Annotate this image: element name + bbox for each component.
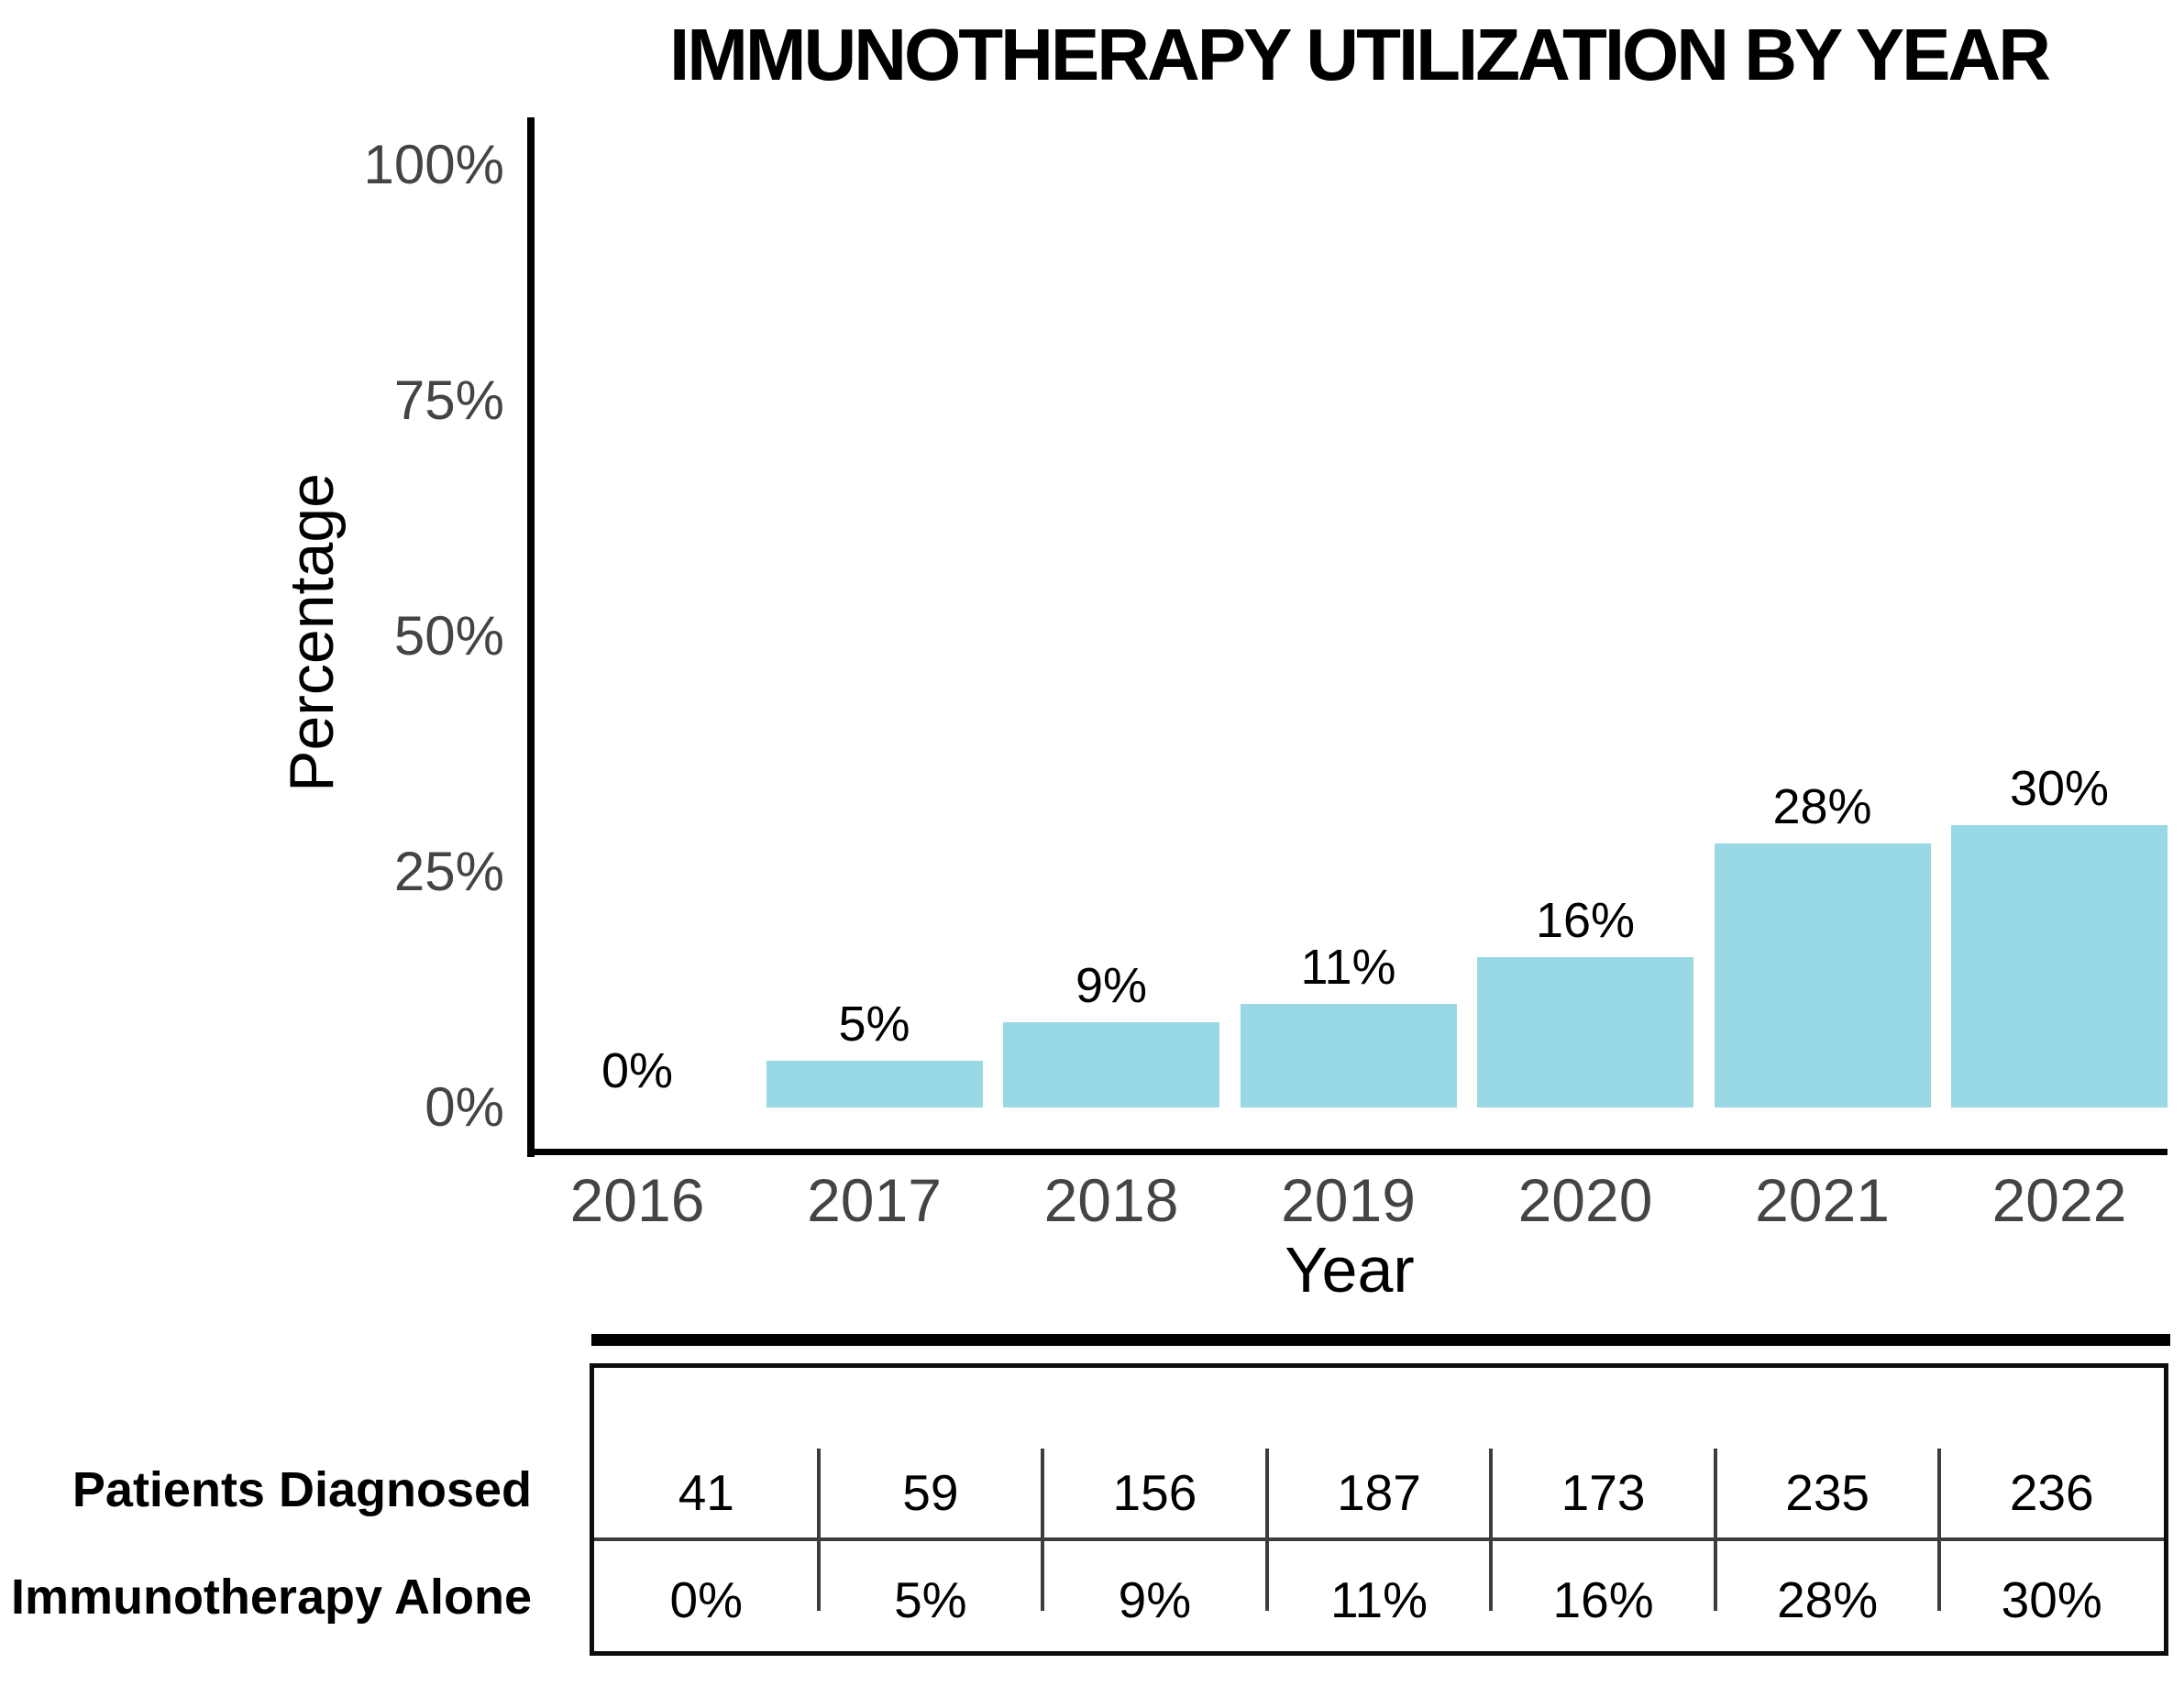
y-tick-label: 75% [393,369,504,431]
table-cell: 187 [1337,1464,1421,1521]
bar-2022 [1951,825,2167,1107]
table-cell: 236 [2009,1464,2094,1521]
x-tick-label-2022: 2022 [1991,1166,2127,1234]
bar-value-label-2021: 28% [1772,779,1872,834]
y-tick-label: 100% [363,134,504,195]
table-row-label-immunotherapy-alone: Immunotherapy Alone [10,1570,532,1625]
table-cell: 30% [2001,1571,2102,1628]
bar-2020 [1477,957,1693,1107]
table-row-label-patients-diagnosed: Patients Diagnosed [72,1462,532,1517]
row-separator [594,1537,2164,1541]
y-tick-label: 25% [393,841,504,902]
table-cell: 173 [1561,1464,1646,1521]
column-separator [1937,1449,1942,1611]
column-separator [1264,1449,1269,1611]
table-cell: 156 [1112,1464,1197,1521]
bar-value-label-2020: 16% [1535,893,1636,948]
x-tick-label-2018: 2018 [1043,1166,1179,1234]
bar-2019 [1240,1004,1457,1107]
bar-2017 [766,1061,983,1107]
bar-value-label-2016: 0% [601,1043,674,1098]
y-tick-label: 50% [393,605,504,667]
table-top-rule [591,1334,2170,1346]
table-cell: 16% [1552,1571,1654,1628]
table-cell: 5% [894,1571,967,1628]
table-cell: 235 [1785,1464,1870,1521]
table-cell: 59 [902,1464,959,1521]
x-tick-label-2016: 2016 [569,1166,705,1234]
bar-value-label-2017: 5% [838,997,910,1052]
column-separator [1041,1449,1045,1611]
table-cell: 41 [678,1464,734,1521]
x-axis-title: Year [1285,1234,1415,1306]
column-separator [1713,1449,1717,1611]
y-axis-line [527,117,535,1157]
bar-value-label-2022: 30% [2009,761,2110,816]
table-cell: 9% [1118,1571,1192,1628]
x-axis-line [527,1149,2167,1155]
x-tick-label-2019: 2019 [1281,1166,1416,1234]
data-table-box: 41 59 156 187 173 235 236 0% 5% 9% 11% 16% 28% 30% [590,1363,2168,1656]
table-cell: 11% [1329,1571,1428,1628]
y-tick-label: 0% [425,1076,504,1138]
chart-title: IMMUNOTHERAPY UTILIZATION BY YEAR [668,14,2051,95]
x-tick-label-2020: 2020 [1517,1166,1653,1234]
bar-value-label-2018: 9% [1075,958,1148,1013]
table-cell: 28% [1777,1571,1879,1628]
bar-2021 [1714,843,1931,1107]
x-tick-label-2021: 2021 [1755,1166,1890,1234]
column-separator [816,1449,821,1611]
x-tick-label-2017: 2017 [807,1166,942,1234]
table-cell: 0% [669,1571,744,1628]
column-separator [1489,1449,1494,1611]
bar-2018 [1003,1022,1219,1107]
bar-value-label-2019: 11% [1300,940,1396,995]
